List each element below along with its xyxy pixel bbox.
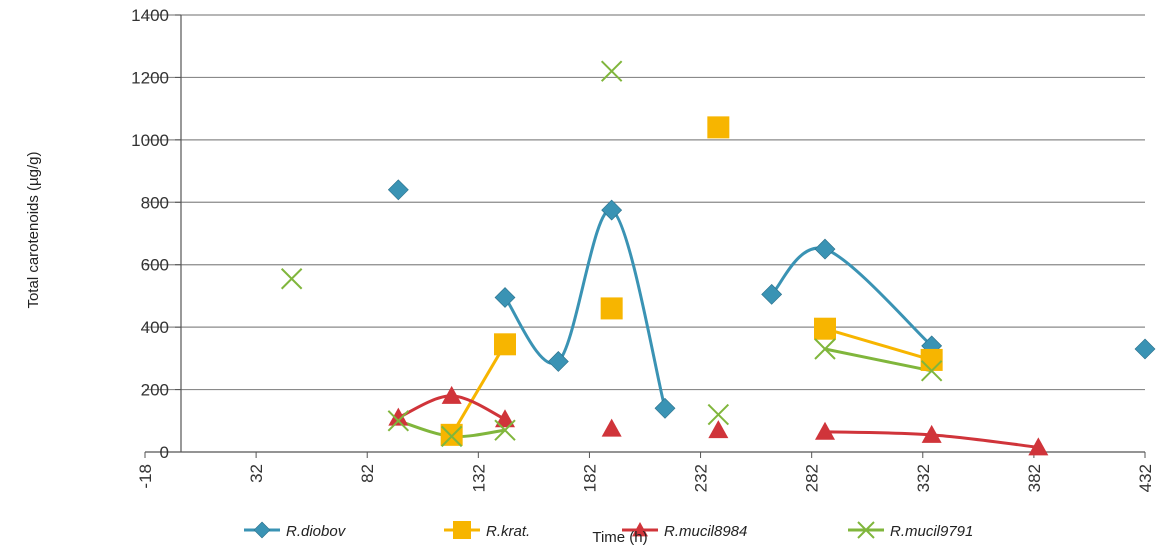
- data-point-R.diobov: [494, 287, 516, 308]
- series-markers: [280, 60, 1156, 456]
- x-tick-label: 82: [358, 464, 377, 483]
- x-tick-label: 382: [1025, 464, 1044, 492]
- data-point-R.krat.: [440, 423, 463, 446]
- data-point-R.krat.: [600, 297, 623, 320]
- data-point-R.mucil8984: [441, 385, 462, 404]
- data-point-R.krat.: [920, 348, 943, 371]
- data-point-R.diobov: [814, 238, 836, 260]
- y-axis-title: Total carotenoids (µg/g): [25, 151, 42, 308]
- data-point-R.diobov: [601, 199, 623, 221]
- series-line-R.mucil9791: [823, 347, 934, 373]
- data-point-R.mucil9791: [280, 268, 303, 290]
- y-tick-label: 400: [141, 318, 169, 337]
- data-point-R.mucil8984: [601, 418, 622, 437]
- data-point-R.mucil8984: [495, 409, 515, 428]
- y-tick-label: 0: [160, 443, 169, 462]
- data-point-R.mucil8984: [1028, 437, 1049, 456]
- series-line-R.diobov: [503, 208, 667, 410]
- legend-item-R.mucil9791: R.mucil9791: [848, 521, 973, 540]
- x-tick-label: 32: [247, 464, 266, 483]
- x-tick-label: 232: [692, 464, 711, 492]
- legend-label: R.diobov: [286, 523, 347, 540]
- series-curves: [396, 208, 1040, 449]
- data-point-R.mucil9791: [494, 419, 516, 441]
- x-tick-label: 332: [914, 464, 933, 492]
- y-tick-label: 600: [141, 256, 169, 275]
- data-point-R.mucil9791: [707, 403, 730, 426]
- data-point-R.krat.: [494, 333, 516, 356]
- data-point-R.mucil9791: [387, 410, 410, 432]
- legend-item-R.krat.: R.krat.: [444, 521, 530, 540]
- legend-marker: [632, 522, 648, 537]
- data-point-R.mucil9791: [814, 338, 836, 360]
- gridlines: [145, 14, 1145, 391]
- data-point-R.mucil8984: [708, 420, 729, 439]
- legend-marker: [253, 521, 271, 539]
- data-point-R.mucil8984: [921, 424, 942, 443]
- data-point-R.krat.: [814, 317, 836, 340]
- x-tick-label: -18: [136, 464, 155, 489]
- y-tick-label: 1000: [131, 131, 169, 150]
- data-point-R.mucil9791: [440, 425, 463, 448]
- tick-labels: 0 200 400 600 800 1000 1200 1400 -18 32 82 132 182 23…: [131, 6, 1155, 492]
- x-tick-label: 432: [1136, 464, 1155, 492]
- legend-label: R.krat.: [486, 523, 530, 540]
- y-tick-label: 1200: [131, 68, 169, 87]
- y-tick-label: 1400: [131, 6, 169, 25]
- data-point-R.diobov: [654, 397, 676, 419]
- legend-item-R.diobov: R.diobov: [244, 521, 347, 540]
- data-point-R.diobov: [387, 179, 409, 201]
- x-tick-label: 282: [803, 464, 822, 492]
- series-line-R.krat.: [823, 327, 934, 362]
- series-line-R.diobov: [770, 246, 934, 348]
- data-point-R.krat.: [707, 116, 730, 139]
- axes: [144, 14, 1146, 458]
- data-point-R.mucil8984: [388, 407, 409, 426]
- y-tick-label: 200: [141, 381, 169, 400]
- data-point-R.diobov: [547, 351, 569, 372]
- legend-item-R.mucil8984: R.mucil8984: [622, 522, 747, 540]
- data-point-R.diobov: [1134, 338, 1156, 360]
- data-point-R.mucil8984: [815, 421, 835, 440]
- data-point-R.mucil9791: [600, 60, 623, 82]
- legend-marker: [857, 521, 875, 539]
- data-point-R.mucil9791: [920, 360, 943, 382]
- data-point-R.diobov: [761, 283, 783, 305]
- x-axis-title: Time (h): [592, 529, 647, 546]
- legend-label: R.mucil9791: [890, 523, 973, 540]
- x-tick-label: 132: [469, 464, 488, 492]
- x-tick-label: 182: [580, 464, 599, 492]
- legend: R.diobov R.krat. R.mucil8984 R.mucil9791: [244, 521, 973, 540]
- legend-label: R.mucil8984: [664, 523, 747, 540]
- y-tick-label: 800: [141, 193, 169, 212]
- legend-marker: [453, 521, 471, 539]
